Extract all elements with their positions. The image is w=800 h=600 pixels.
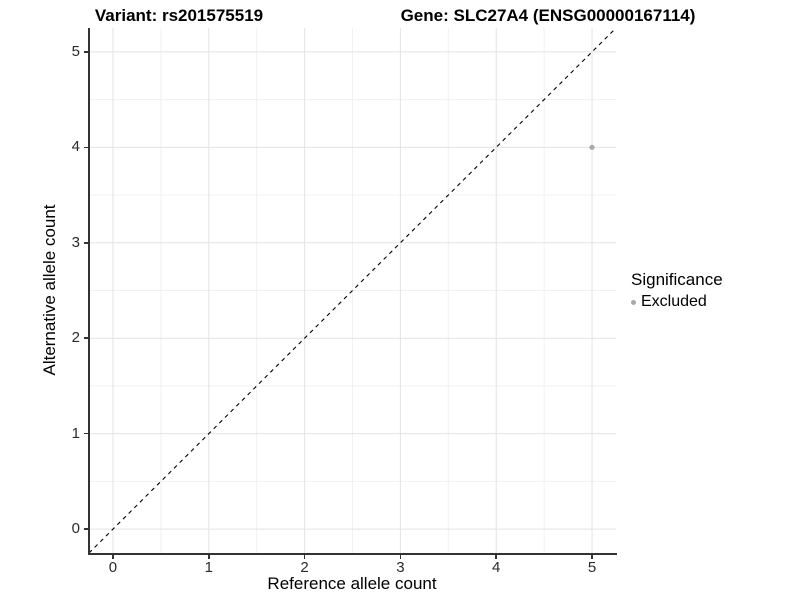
x-tick-mark — [495, 554, 497, 559]
legend-item-excluded: Excluded — [631, 293, 723, 311]
x-tick-mark — [303, 554, 306, 559]
identity-dashed-line — [89, 28, 616, 553]
y-axis-title: Alternative allele count — [40, 204, 59, 376]
x-tick-mark — [112, 554, 114, 559]
legend-item-label: Excluded — [641, 293, 707, 310]
y-tick-mark — [83, 432, 88, 435]
x-tick-label: 0 — [108, 559, 118, 576]
x-axis-title: Reference allele count — [267, 574, 437, 593]
y-tick-label: 5 — [71, 42, 80, 60]
y-tick-mark — [83, 337, 88, 339]
x-tick-label: 3 — [396, 559, 405, 576]
x-tick-mark — [208, 554, 210, 559]
x-axis-line — [88, 553, 617, 555]
x-tick-label: 1 — [204, 559, 213, 576]
y-tick-label: 4 — [71, 138, 80, 156]
plot-canvas — [89, 28, 616, 553]
y-tick-label: 2 — [71, 329, 80, 347]
x-tick-mark — [591, 554, 593, 559]
y-tick-label: 0 — [71, 520, 80, 538]
gene-title: Gene: SLC27A4 (ENSG00000167114) — [400, 6, 696, 25]
x-tick-label: 4 — [492, 559, 501, 576]
y-tick-mark — [83, 146, 88, 149]
data-point — [589, 144, 595, 150]
x-tick-label: 2 — [300, 559, 309, 576]
y-tick-mark — [83, 242, 88, 244]
x-tick-mark — [399, 554, 402, 559]
y-tick-mark — [83, 51, 88, 53]
legend-title: Significance — [631, 270, 723, 289]
y-axis-line — [88, 28, 90, 555]
excluded-dot-icon — [631, 299, 636, 305]
plot-panel — [89, 28, 616, 553]
y-tick-label: 1 — [71, 424, 80, 442]
y-tick-mark — [83, 528, 88, 530]
y-tick-label: 3 — [71, 233, 80, 251]
legend: Significance Excluded — [631, 270, 723, 311]
variant-title: Variant: rs201575519 — [94, 6, 264, 25]
x-tick-label: 5 — [587, 559, 597, 576]
